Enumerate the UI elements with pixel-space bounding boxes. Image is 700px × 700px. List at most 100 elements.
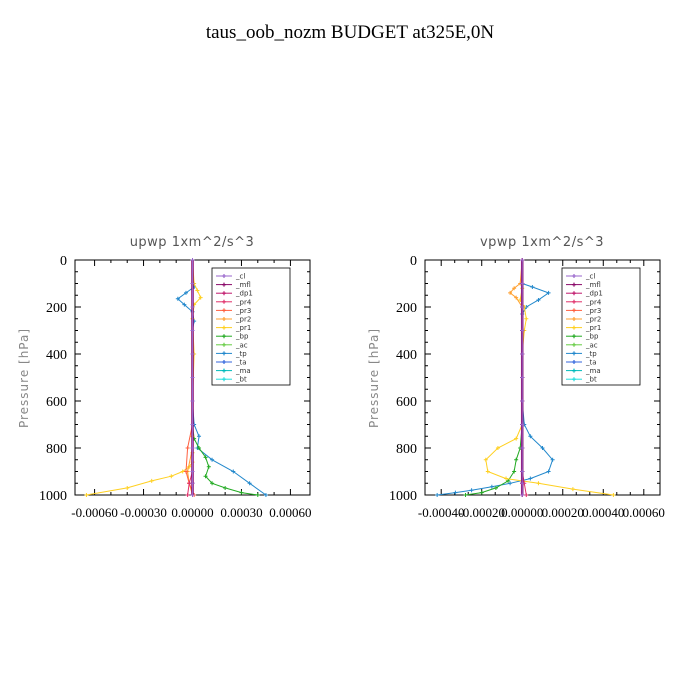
legend-entry: _pr2	[216, 316, 251, 324]
data-point	[508, 481, 513, 486]
data-point	[520, 375, 525, 380]
data-point	[206, 464, 211, 469]
y-tick-label: 800	[396, 442, 417, 457]
data-point	[493, 485, 498, 490]
legend-label: _ta	[235, 359, 247, 367]
legend-marker	[572, 325, 576, 330]
data-point	[182, 302, 187, 307]
plot-area: 0 200 400 600 800 1000 -0.00060 -0.00030 0.00000…	[39, 254, 312, 520]
data-point	[495, 446, 500, 450]
panel-title: upwp 1xm^2/s^3	[130, 235, 255, 250]
legend-marker	[222, 360, 226, 364]
data-point	[203, 455, 208, 460]
legend-label: _pr3	[585, 307, 601, 315]
legend-label: _ac	[585, 341, 598, 349]
legend-entry: _ta	[216, 359, 247, 367]
legend-marker	[572, 299, 576, 304]
data-point	[483, 457, 488, 462]
data-point	[190, 281, 195, 286]
legend-entry: _pr4	[566, 298, 602, 306]
panel-title: vpwp 1xm^2/s^3	[480, 235, 604, 250]
data-point	[520, 399, 525, 403]
data-point	[611, 493, 616, 497]
legend-marker	[222, 368, 226, 373]
legend-entry: _pr1	[566, 324, 601, 332]
legend-entry: _dp1	[566, 290, 603, 298]
legend-label: _cl	[585, 273, 595, 281]
legend-marker	[222, 308, 226, 313]
legend-marker	[222, 291, 226, 296]
data-point	[463, 493, 468, 497]
data-point	[190, 375, 195, 380]
legend-entry: _cl	[566, 273, 595, 281]
y-tick-label: 0	[410, 254, 417, 269]
data-point	[479, 490, 484, 495]
figure-title: taus_oob_nozm BUDGET at325E,0N	[205, 22, 495, 43]
data-point	[197, 434, 202, 439]
legend-entry: _ac	[216, 341, 248, 349]
y-tick-label: 1000	[39, 489, 67, 504]
legend-box	[561, 267, 641, 386]
data-point	[512, 286, 517, 291]
legend-entry: _pr2	[566, 316, 601, 324]
data-point	[255, 493, 260, 497]
legend-entry: _pr4	[216, 298, 252, 306]
data-point	[520, 281, 525, 286]
data-point	[247, 481, 252, 486]
legend-marker	[572, 342, 576, 347]
legend-marker	[572, 377, 576, 382]
x-tick-label: 0.00060	[623, 505, 665, 520]
legend-label: _pr2	[585, 316, 601, 324]
legend-entry: _bt	[216, 376, 247, 384]
legend-label: _tp	[585, 350, 597, 358]
data-point	[203, 474, 208, 479]
data-point	[530, 285, 535, 290]
data-point	[183, 290, 188, 295]
data-point	[570, 487, 575, 492]
data-point	[197, 446, 202, 450]
legend-label: _ta	[585, 359, 597, 367]
plot-area: 0 200 400 600 800 1000-0.00040-0.000200.00000…	[389, 254, 665, 520]
data-point	[231, 469, 236, 474]
legend-label: _pr4	[235, 298, 252, 306]
legend-box	[211, 267, 291, 386]
data-point	[524, 316, 529, 321]
y-axis-label: Pressure [hPa]	[17, 328, 31, 428]
data-point	[185, 493, 190, 497]
data-point	[540, 446, 545, 450]
data-point	[508, 290, 513, 295]
legend-entry: _pr3	[216, 307, 251, 315]
legend-marker	[572, 351, 576, 356]
data-point	[175, 296, 180, 301]
data-point	[190, 481, 195, 486]
data-point	[546, 290, 551, 295]
data-point	[469, 488, 474, 493]
legend-entry: _dp1	[216, 290, 253, 298]
x-tick-label: 0.00060	[269, 505, 311, 520]
data-point	[524, 493, 529, 497]
legend-label: _mfl	[235, 281, 251, 289]
data-point	[190, 422, 195, 427]
legend-marker	[572, 274, 576, 278]
series-cl	[190, 258, 195, 497]
legend-marker	[222, 282, 226, 287]
data-point	[149, 478, 154, 483]
legend-label: _bt	[235, 376, 247, 384]
data-point	[489, 484, 494, 489]
data-point	[190, 305, 195, 309]
data-point	[520, 422, 525, 427]
y-tick-label: 800	[46, 442, 67, 457]
data-point	[528, 434, 533, 439]
data-point	[514, 436, 519, 441]
legend-label: _ac	[235, 341, 248, 349]
y-axis-label: Pressure [hPa]	[367, 328, 381, 428]
data-point	[520, 352, 525, 356]
legend-marker	[222, 377, 226, 382]
legend-label: _ma	[235, 367, 251, 375]
upwp-panel: upwp 1xm^2/s^3 Pressure [hPa] 0 200 400 600…	[17, 235, 312, 520]
data-point	[453, 490, 458, 495]
legend-entry: _bp	[566, 333, 599, 341]
legend-label: _tp	[235, 350, 247, 358]
legend-label: _pr3	[235, 307, 251, 315]
